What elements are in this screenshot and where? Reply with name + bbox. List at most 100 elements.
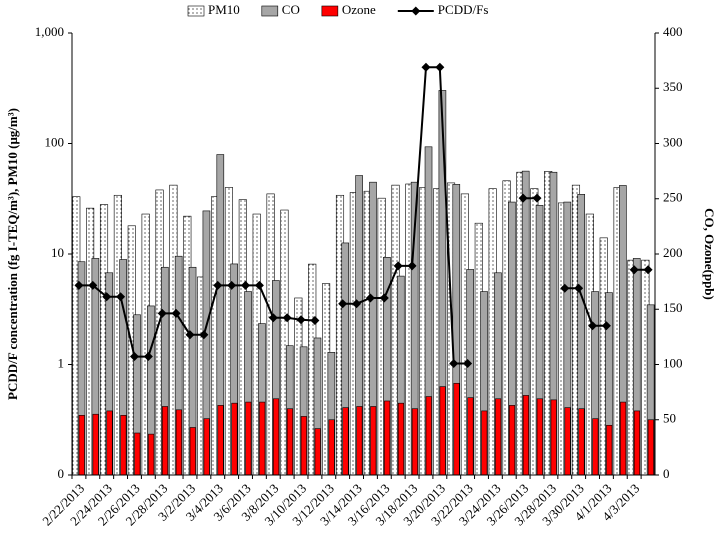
bar <box>397 402 405 476</box>
line-marker <box>171 308 181 318</box>
line-marker <box>296 315 306 325</box>
line <box>78 66 649 365</box>
line-marker <box>463 359 473 369</box>
line-marker <box>601 321 611 331</box>
line-marker <box>254 280 264 290</box>
bar <box>148 433 155 476</box>
y2-tick-label: 300 <box>663 134 683 149</box>
bar <box>592 418 599 476</box>
line-marker <box>629 265 639 275</box>
line-marker <box>227 280 237 290</box>
bar <box>175 409 182 476</box>
bar <box>439 386 446 476</box>
y-tick-label: 100 <box>45 134 65 149</box>
line-marker <box>310 316 320 326</box>
bar <box>189 427 196 476</box>
bar <box>92 413 99 476</box>
y-axis-title: PCDD/F concentration (fg I-TEQ/m³), PM10… <box>5 108 20 400</box>
line-marker <box>157 308 167 318</box>
y2-tick-label: 100 <box>663 355 683 370</box>
line-marker <box>518 193 528 203</box>
bar <box>203 418 210 476</box>
bar <box>231 402 238 476</box>
y-tick-label: 1,000 <box>35 24 64 39</box>
bar <box>120 415 127 476</box>
line-marker <box>421 62 431 72</box>
y2-tick-label: 150 <box>663 300 683 315</box>
line-marker <box>532 193 542 203</box>
line-marker <box>199 330 209 340</box>
y-tick-label: 1 <box>58 355 65 370</box>
line-marker <box>588 321 598 331</box>
bar <box>536 398 543 476</box>
line-marker <box>407 261 417 271</box>
line-marker <box>352 299 362 309</box>
legend-label: Ozone <box>342 2 376 17</box>
bar <box>217 405 224 476</box>
bar <box>161 406 169 476</box>
bar <box>481 410 488 476</box>
line-marker <box>102 292 112 302</box>
bar <box>314 428 321 476</box>
bar <box>78 415 85 476</box>
line-marker <box>268 313 278 323</box>
bar <box>370 406 377 476</box>
bar <box>259 401 266 476</box>
y-tick-label: 0 <box>58 466 65 481</box>
y2-tick-label: 350 <box>663 79 683 94</box>
bar <box>411 408 418 476</box>
bar <box>273 398 280 476</box>
line-marker <box>129 352 139 362</box>
legend-label: PM10 <box>208 2 240 17</box>
bar <box>286 408 294 476</box>
bar <box>356 406 363 476</box>
bar <box>620 401 627 476</box>
bar <box>245 401 252 476</box>
bar <box>453 382 460 476</box>
legend-swatch <box>321 5 339 17</box>
line-marker <box>185 330 195 340</box>
bar <box>495 398 502 476</box>
y-tick-label: 10 <box>51 245 64 260</box>
line-marker <box>365 293 375 303</box>
line-marker <box>74 280 84 290</box>
bar <box>106 410 113 476</box>
bar <box>606 424 613 476</box>
bar <box>425 396 432 476</box>
y2-tick-label: 50 <box>663 411 676 426</box>
bar <box>647 419 654 476</box>
bar <box>134 432 141 476</box>
bar <box>300 416 307 476</box>
bar <box>633 410 641 476</box>
bar <box>522 395 529 476</box>
y2-tick-label: 200 <box>663 245 683 260</box>
bar <box>342 407 349 476</box>
line-marker <box>379 293 389 303</box>
line-marker <box>338 299 348 309</box>
legend-swatch <box>261 5 279 17</box>
legend-label: CO <box>282 2 300 17</box>
line-marker <box>143 352 153 362</box>
line-marker <box>241 280 251 290</box>
line-marker <box>435 62 445 72</box>
line-marker <box>574 283 584 293</box>
line-marker <box>393 261 403 271</box>
line-marker <box>560 283 570 293</box>
legend-swatch <box>187 5 205 17</box>
bar <box>550 399 557 476</box>
y2-tick-label: 0 <box>663 466 670 481</box>
bar <box>467 397 474 476</box>
bar <box>328 419 335 476</box>
y2-tick-label: 250 <box>663 190 683 205</box>
line-marker <box>116 292 126 302</box>
line-marker <box>213 280 223 290</box>
bar <box>509 405 516 476</box>
bar <box>578 408 585 476</box>
y2-tick-label: 400 <box>663 24 683 39</box>
y2-axis-title: CO, Ozone(ppb) <box>702 208 717 300</box>
legend-label: PCDD/Fs <box>438 2 489 17</box>
line-marker <box>449 359 459 369</box>
line-marker <box>88 280 98 290</box>
line-marker <box>282 313 292 323</box>
